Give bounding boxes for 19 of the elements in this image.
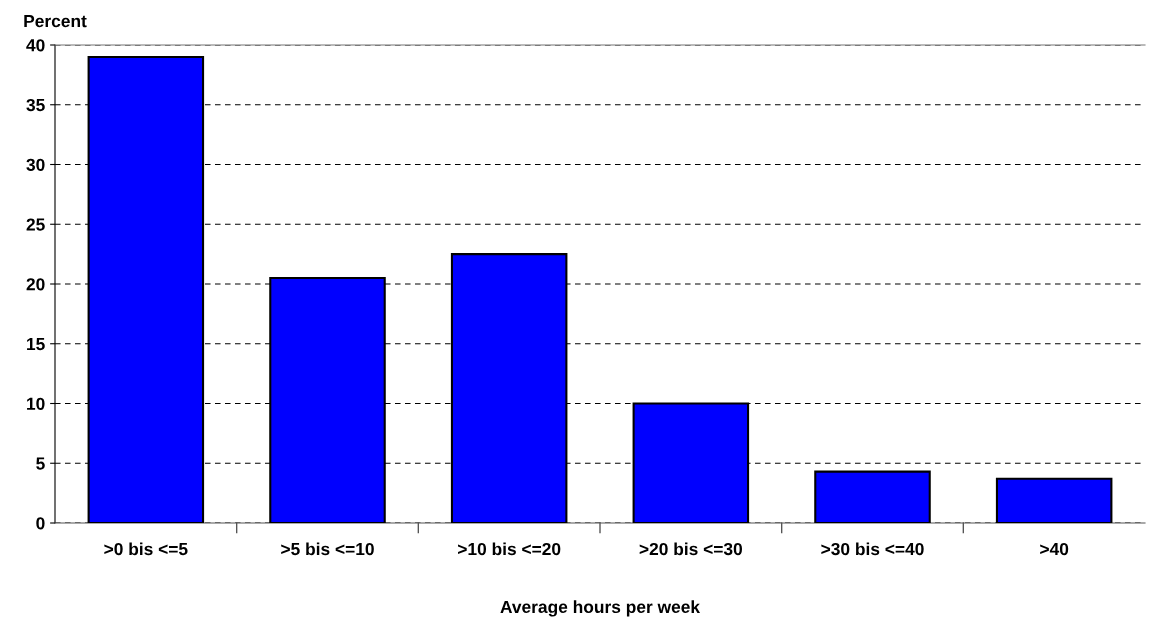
y-tick-label: 5 (36, 457, 45, 470)
x-tick-label: >30 bis <=40 (821, 542, 924, 556)
x-axis-title: Average hours per week (500, 600, 701, 617)
x-tick-label: >40 (1040, 542, 1069, 556)
y-tick-label: 25 (26, 218, 45, 231)
y-tick-label: 0 (36, 517, 45, 530)
y-tick-label: 40 (26, 39, 45, 52)
x-tick-label: >0 bis <=5 (104, 542, 188, 556)
x-tick-label: >5 bis <=10 (281, 542, 374, 556)
x-tick-label: >10 bis <=20 (458, 542, 561, 556)
y-tick-label: 10 (27, 397, 45, 410)
y-tick-label: 30 (26, 158, 45, 171)
y-tick-label: 20 (26, 278, 45, 291)
bar (995, 477, 1113, 523)
y-tick-label: 35 (26, 98, 45, 112)
x-tick-label: >20 bis <=30 (639, 542, 743, 556)
y-axis-title: Percent (24, 15, 87, 28)
y-tick-label: 15 (27, 338, 45, 351)
bar (814, 470, 931, 523)
